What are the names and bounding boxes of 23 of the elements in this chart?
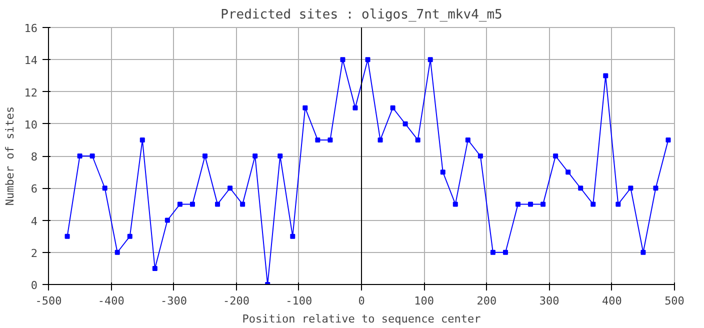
x-tick-label: -300 — [160, 294, 187, 308]
y-tick-label: 4 — [30, 214, 38, 228]
x-tick-label: 500 — [664, 294, 684, 308]
x-tick-label: -400 — [98, 294, 124, 308]
y-tick-label: 6 — [30, 182, 38, 196]
x-tick-label: 100 — [414, 294, 434, 308]
x-tick-label: 400 — [602, 294, 622, 308]
chart-title: Predicted sites : oligos_7nt_mkv4_m5 — [220, 8, 502, 22]
y-tick-label: 0 — [30, 279, 38, 292]
x-tick-label: -100 — [286, 294, 312, 308]
x-tick-label: -200 — [223, 294, 250, 308]
x-tick-label: 300 — [539, 294, 560, 308]
y-tick-label: 8 — [30, 150, 38, 164]
x-axis-title: Position relative to sequence center — [242, 312, 482, 326]
y-tick-label: 10 — [24, 118, 38, 132]
y-axis-title: Number of sites — [3, 106, 16, 206]
y-tick-label: 14 — [24, 54, 38, 68]
y-tick-label: 2 — [30, 246, 38, 260]
x-tick-label: -500 — [35, 294, 62, 308]
y-tick-label: 16 — [24, 22, 38, 35]
x-tick-label: 0 — [358, 294, 365, 308]
y-tick-label: 12 — [24, 86, 38, 100]
x-tick-label: 200 — [476, 294, 497, 308]
